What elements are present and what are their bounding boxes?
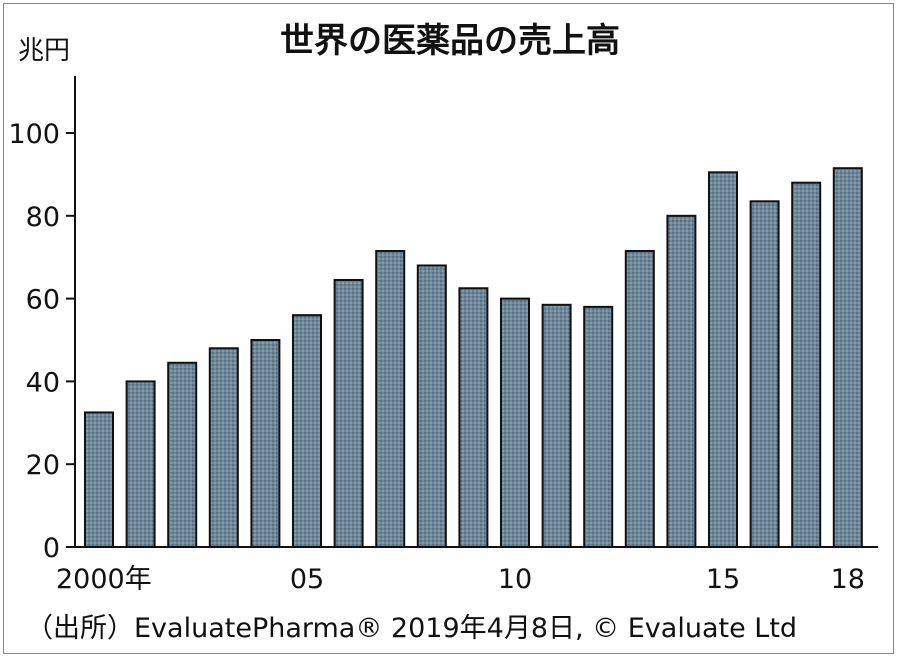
chart-frame: 世界の医薬品の売上高 兆円 0 20 40 60 80 100 2000年 05 10 15 18… (3, 3, 894, 654)
y-tick-label: 20 (26, 450, 60, 481)
bar-2001 (125, 380, 156, 548)
chart-title: 世界の医薬品の売上高 (280, 21, 620, 61)
bar-2002 (167, 361, 198, 548)
bar-2015 (708, 171, 738, 549)
bar-2012 (583, 305, 614, 548)
x-tick-label-2018: 18 (831, 564, 865, 595)
bar-chart: 世界の医薬品の売上高 兆円 0 20 40 60 80 100 2000年 05 10 15 18… (8, 21, 878, 644)
y-axis-unit-label: 兆円 (18, 36, 70, 66)
bar-2008 (416, 264, 447, 548)
y-tick-label: 60 (26, 285, 60, 316)
bar-2005 (292, 314, 322, 548)
x-tick-label-2010: 10 (498, 564, 532, 595)
bar-2017 (791, 181, 822, 548)
x-tick-label-2005: 05 (290, 564, 324, 595)
bar-2018 (832, 167, 863, 548)
bar-2013 (624, 249, 655, 549)
y-tick-label: 0 (43, 533, 60, 564)
bar-2004 (250, 339, 281, 548)
bar-2003 (208, 347, 239, 548)
y-tick-label: 40 (26, 367, 60, 398)
bar-2000 (84, 411, 114, 549)
bar-2006 (333, 278, 364, 548)
bar-2010 (500, 297, 530, 548)
y-tick-label: 100 (8, 119, 60, 150)
bar-2016 (749, 200, 780, 548)
bar-2014 (666, 214, 697, 549)
y-tick-label: 80 (26, 202, 60, 233)
source-note: （出所）EvaluatePharma® 2019年4月8日, © Evaluat… (26, 613, 797, 644)
x-tick-label-2015: 15 (706, 564, 740, 595)
bar-2007 (375, 249, 406, 549)
bar-2011 (541, 303, 572, 548)
bar-2009 (458, 287, 489, 548)
x-tick-label-2000: 2000年 (56, 564, 152, 595)
